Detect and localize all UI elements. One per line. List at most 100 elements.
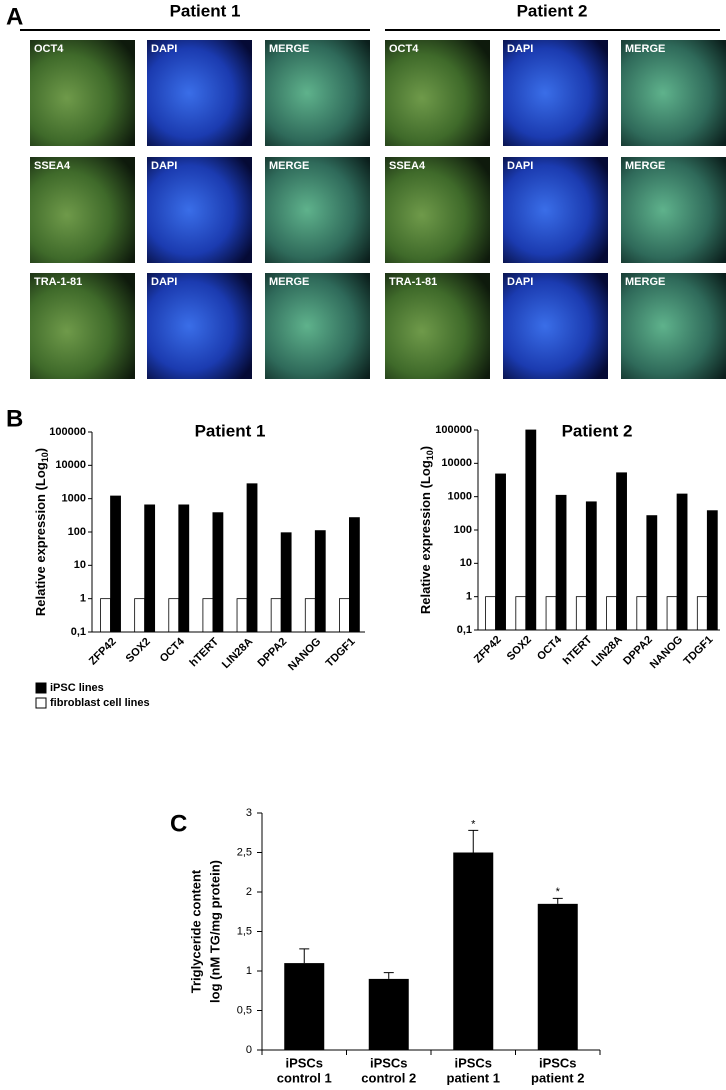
bar	[270, 598, 282, 633]
annotation: *	[471, 818, 476, 830]
y-tick-label: 0,1	[457, 624, 472, 636]
legend-label: iPSC lines	[50, 682, 104, 694]
micrograph	[147, 40, 252, 146]
y-tick-label: 1	[246, 965, 252, 977]
bar	[646, 515, 658, 631]
image-label: SSEA4	[34, 160, 71, 172]
bar	[585, 501, 597, 631]
y-tick-label: 0	[246, 1044, 252, 1056]
micrograph	[385, 157, 490, 263]
y-axis-label: Relative expression (Log10)	[33, 448, 50, 616]
x-tick-label: control 2	[361, 1070, 416, 1085]
micrograph	[503, 273, 608, 379]
y-tick-label: 10	[74, 559, 86, 571]
x-tick-label: DPPA2	[255, 636, 289, 670]
y-tick-label: 3	[246, 807, 252, 819]
y-tick-label: 0,1	[71, 626, 86, 638]
error-bar	[552, 897, 563, 904]
bar	[134, 598, 146, 633]
panel-label: C	[170, 810, 187, 837]
x-tick-label: hTERT	[188, 636, 222, 670]
x-tick-label: iPSCs	[454, 1055, 492, 1070]
bar	[525, 429, 537, 631]
y-tick-label: 2,5	[237, 846, 252, 858]
bar	[100, 598, 111, 633]
y-tick-label: 100000	[49, 426, 86, 438]
bar	[453, 852, 494, 1050]
micrograph	[385, 273, 490, 379]
micrograph	[503, 157, 608, 263]
y-tick-label: 1000	[62, 493, 86, 505]
bar	[144, 504, 156, 633]
x-tick-label: iPSCs	[539, 1055, 577, 1070]
bar	[339, 598, 350, 633]
image-label: TRA-1-81	[389, 276, 437, 288]
y-tick-label: 1	[80, 593, 86, 605]
bar	[304, 598, 316, 633]
legend-swatch	[35, 697, 47, 709]
image-label: MERGE	[269, 276, 309, 288]
micrograph	[265, 157, 370, 263]
bar	[575, 596, 587, 631]
bar	[545, 596, 557, 631]
bar	[706, 510, 718, 631]
bar	[636, 596, 648, 631]
y-tick-label: 100	[454, 524, 472, 536]
y-axis-label-sub: 10	[425, 450, 435, 460]
image-label: OCT4	[389, 43, 419, 55]
x-tick-label: NANOG	[648, 634, 685, 671]
x-tick-label: iPSCs	[285, 1055, 323, 1070]
x-tick-label: TDGF1	[324, 636, 358, 670]
chart-title: Patient 1	[195, 421, 266, 440]
patient-title: Patient 1	[170, 1, 241, 20]
image-label: DAPI	[151, 43, 177, 55]
x-tick-label: patient 1	[447, 1070, 500, 1085]
y-axis-label-end: )	[418, 446, 433, 450]
x-tick-label: LIN28A	[589, 634, 624, 669]
image-label: TRA-1-81	[34, 276, 82, 288]
y-axis-label-main: Relative expression (Log	[418, 460, 433, 614]
image-label: MERGE	[269, 43, 309, 55]
y-tick-label: 1,5	[237, 925, 252, 937]
image-label: DAPI	[507, 43, 533, 55]
image-label: MERGE	[625, 160, 665, 172]
micrograph	[385, 40, 490, 146]
y-tick-label: 0,5	[237, 1004, 252, 1016]
micrograph	[30, 273, 135, 379]
bar	[537, 903, 578, 1050]
x-tick-label: SOX2	[505, 634, 534, 663]
bar	[178, 504, 190, 633]
bar	[110, 495, 121, 633]
bar	[349, 517, 360, 633]
micrograph	[621, 157, 726, 263]
bar	[280, 532, 292, 633]
y-tick-label: 100000	[435, 424, 472, 436]
image-label: MERGE	[269, 160, 309, 172]
x-tick-label: control 1	[277, 1070, 332, 1085]
micrograph	[621, 273, 726, 379]
y-tick-label: 10000	[55, 459, 86, 471]
image-label: DAPI	[507, 160, 533, 172]
x-tick-label: hTERT	[561, 634, 595, 668]
image-label: DAPI	[151, 276, 177, 288]
panel-label: A	[6, 3, 23, 30]
error-bar	[383, 972, 394, 979]
error-bar	[299, 948, 310, 964]
y-tick-label: 1000	[448, 491, 472, 503]
y-axis-label-end: )	[33, 448, 48, 452]
image-label: DAPI	[507, 276, 533, 288]
x-tick-label: patient 2	[531, 1070, 584, 1085]
legend-label: fibroblast cell lines	[50, 697, 150, 709]
micrograph	[147, 273, 252, 379]
bar	[696, 596, 708, 631]
micrograph	[621, 40, 726, 146]
bar	[368, 978, 409, 1050]
bar	[606, 596, 617, 631]
micrograph	[265, 273, 370, 379]
bar	[485, 596, 496, 631]
patient-title: Patient 2	[517, 1, 588, 20]
micrograph	[30, 157, 135, 263]
image-label: OCT4	[34, 43, 64, 55]
micrograph	[30, 40, 135, 146]
